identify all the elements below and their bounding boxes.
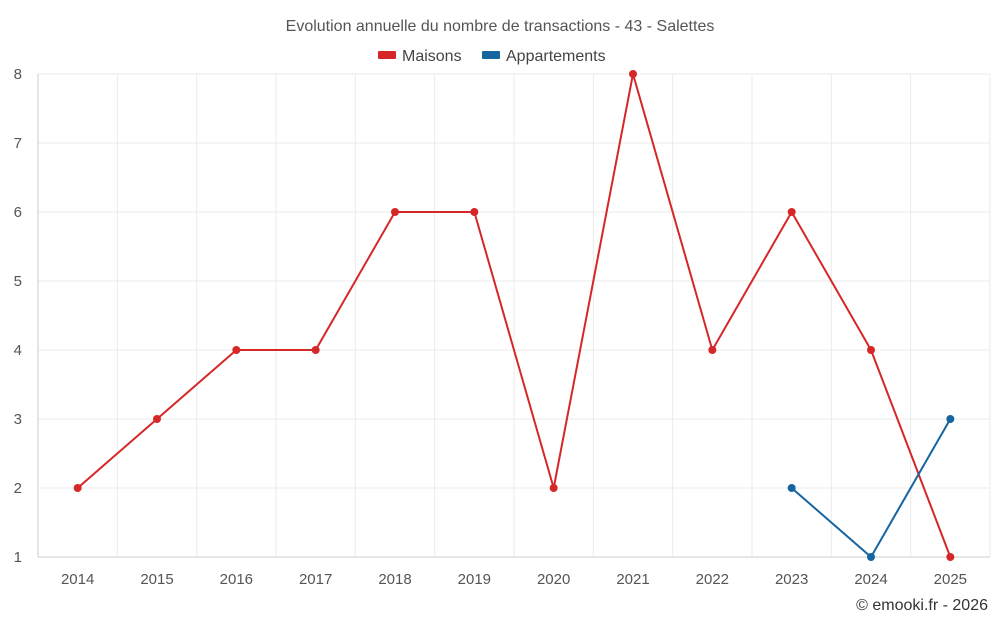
- x-tick-label-2024: 2024: [854, 571, 887, 588]
- y-tick-label-3: 3: [14, 411, 22, 428]
- x-tick-label-2014: 2014: [61, 571, 94, 588]
- data-point-maisons-2021[interactable]: [629, 70, 637, 78]
- x-tick-label-2022: 2022: [696, 571, 729, 588]
- data-point-maisons-2016[interactable]: [232, 346, 241, 354]
- x-tick-label-2021: 2021: [616, 571, 649, 588]
- y-tick-label-2: 2: [14, 480, 22, 497]
- data-point-maisons-2022[interactable]: [708, 346, 717, 354]
- legend-item-appartements[interactable]: Appartements: [482, 48, 606, 65]
- data-point-appartements-2023[interactable]: [787, 484, 796, 492]
- x-tick-label-2018: 2018: [378, 571, 411, 588]
- x-tick-label-2025: 2025: [934, 571, 967, 588]
- legend-label-maisons: Maisons: [402, 48, 462, 65]
- x-tick-label-2019: 2019: [458, 571, 491, 588]
- y-tick-label-6: 6: [14, 204, 22, 221]
- legend: Maisons Appartements: [378, 48, 606, 65]
- x-tick-label-2016: 2016: [220, 571, 253, 588]
- data-point-maisons-2019[interactable]: [470, 208, 479, 216]
- data-point-maisons-2020[interactable]: [549, 484, 558, 492]
- axes: 1 2 3 4 5 6 7 8 2014 2015 2016 2017 2018 2019 2020 2021…: [14, 66, 990, 588]
- legend-swatch-maisons: [378, 51, 396, 59]
- data-point-maisons-2018[interactable]: [391, 208, 399, 216]
- series: [73, 70, 955, 561]
- y-tick-label-5: 5: [14, 273, 22, 290]
- data-point-maisons-2023[interactable]: [787, 208, 796, 216]
- data-point-maisons-2024[interactable]: [867, 346, 875, 354]
- y-tick-label-4: 4: [14, 342, 22, 359]
- data-point-maisons-2014[interactable]: [73, 484, 82, 492]
- data-point-maisons-2015[interactable]: [153, 415, 161, 423]
- chart-title: Evolution annuelle du nombre de transact…: [286, 18, 715, 35]
- x-tick-label-2015: 2015: [140, 571, 173, 588]
- credit-text: © emooki.fr - 2026: [856, 597, 988, 614]
- data-point-appartements-2024[interactable]: [867, 553, 875, 561]
- data-point-maisons-2017[interactable]: [311, 346, 320, 354]
- legend-item-maisons[interactable]: Maisons: [378, 48, 462, 65]
- grid: [37, 73, 991, 558]
- data-point-maisons-2025[interactable]: [946, 553, 955, 561]
- legend-label-appartements: Appartements: [506, 48, 606, 65]
- x-tick-label-2023: 2023: [775, 571, 808, 588]
- y-tick-label-8: 8: [14, 66, 22, 83]
- y-tick-label-1: 1: [14, 549, 22, 566]
- data-point-appartements-2025[interactable]: [946, 415, 955, 423]
- series-line-maisons: [77, 73, 952, 558]
- x-tick-label-2020: 2020: [537, 571, 570, 588]
- legend-swatch-appartements: [482, 51, 500, 59]
- x-tick-label-2017: 2017: [299, 571, 332, 588]
- y-tick-label-7: 7: [14, 135, 22, 152]
